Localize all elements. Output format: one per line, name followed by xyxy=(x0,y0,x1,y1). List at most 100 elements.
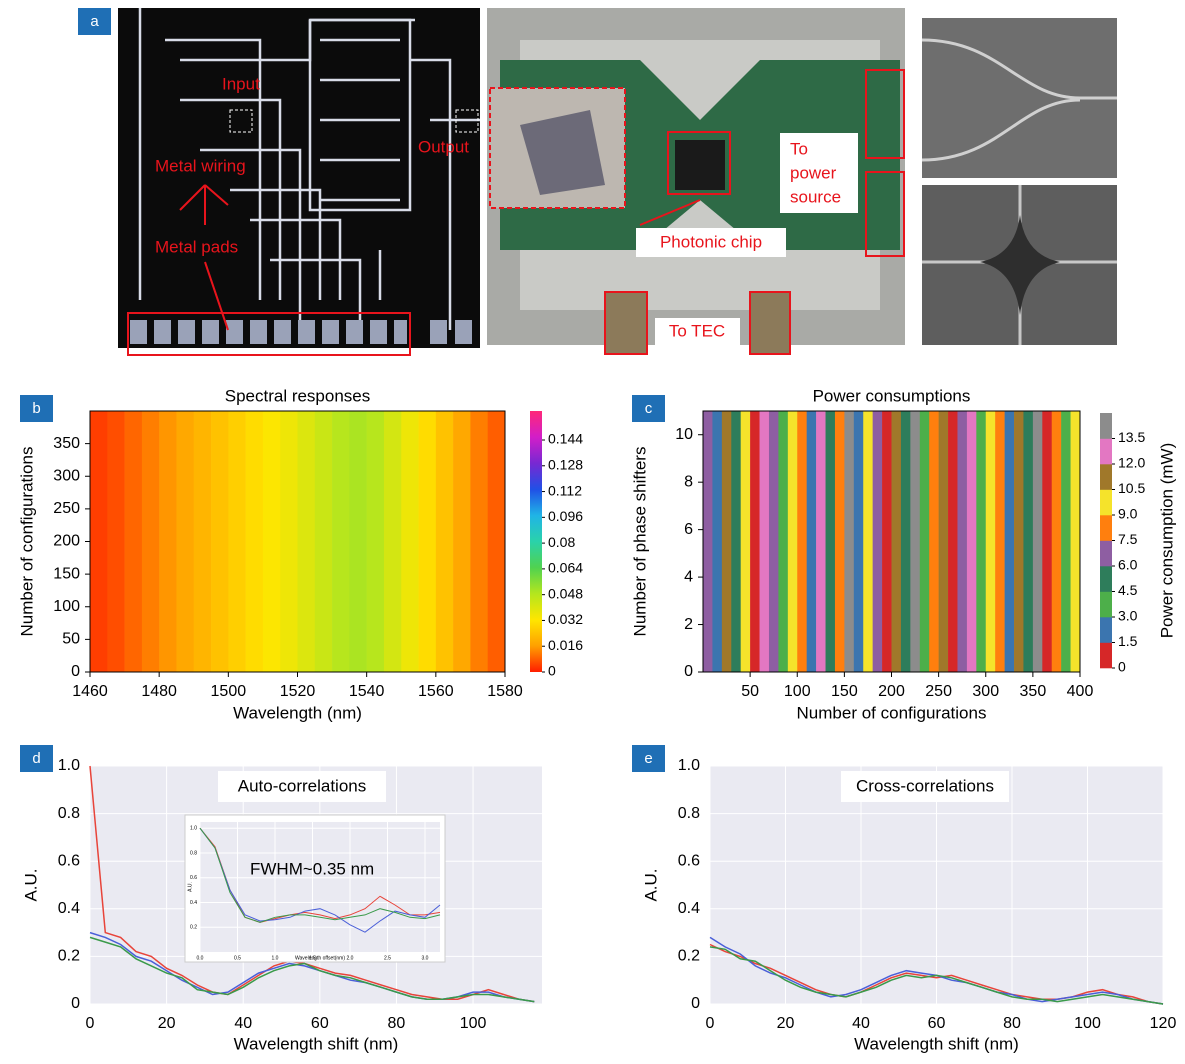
heat-cell xyxy=(1070,411,1081,672)
heat-cell xyxy=(863,411,873,672)
y-tick-label: 0.8 xyxy=(190,850,197,856)
colorbar-tick-label: 13.5 xyxy=(1118,429,1145,445)
series-line xyxy=(89,765,535,1003)
heat-cell xyxy=(211,411,229,672)
y-tick-label: 1.0 xyxy=(190,826,197,832)
panel-label-box xyxy=(78,8,111,35)
heat-cell xyxy=(976,411,987,672)
colorbar-tick-label: 1.5 xyxy=(1118,633,1138,649)
chart-title: Spectral responses xyxy=(225,386,371,405)
y-axis-label: Number of phase shifters xyxy=(630,447,649,637)
series-line xyxy=(199,827,441,933)
panel-label: c xyxy=(645,400,653,417)
x-tick-label: 2.0 xyxy=(347,955,354,961)
colorbar-band xyxy=(1100,642,1112,669)
colorbar-tick-label: 10.5 xyxy=(1118,480,1145,496)
colorbar-band xyxy=(1100,413,1112,439)
heat-cell xyxy=(834,411,845,672)
x-tick-label: 0.0 xyxy=(197,955,204,961)
chip-photo xyxy=(118,8,480,356)
colorbar-tick-label: 3.0 xyxy=(1118,608,1138,624)
y-tick-label: 50 xyxy=(62,631,80,648)
heat-cell xyxy=(470,411,489,672)
x-tick-label: 20 xyxy=(777,1015,795,1032)
y-tick-label: 0.8 xyxy=(58,805,80,822)
panel-label-box xyxy=(20,745,53,772)
x-tick-label: 20 xyxy=(158,1015,176,1032)
y-tick-label: 0.4 xyxy=(58,900,80,917)
heat-cell xyxy=(787,411,798,672)
y-tick-label: 0.6 xyxy=(678,852,700,869)
y-tick-label: 0 xyxy=(71,663,80,680)
colorbar-tick-label: 0.064 xyxy=(548,560,583,576)
x-tick-label: 1480 xyxy=(141,683,177,700)
heat-cell xyxy=(929,411,939,672)
x-tick-label: 200 xyxy=(878,683,905,700)
heat-cell xyxy=(487,411,506,672)
y-axis-label: A.U. xyxy=(21,868,40,901)
heat-cell xyxy=(159,411,177,672)
y-tick-label: 100 xyxy=(53,598,80,615)
heat-cell xyxy=(816,411,826,672)
colorbar-label: Power consumption (mW) xyxy=(1157,443,1176,639)
colorbar-band xyxy=(1100,566,1112,592)
heat-cell xyxy=(948,411,958,672)
colorbar-tick-label: 0 xyxy=(548,663,556,679)
x-tick-label: 60 xyxy=(928,1015,946,1032)
annotation-box xyxy=(218,771,386,802)
colorbar-tick-label: 0.08 xyxy=(548,534,575,550)
colorbar xyxy=(530,411,542,672)
chart-title: Power consumptions xyxy=(813,386,971,405)
heat-cell xyxy=(297,411,316,672)
colorbar-tick-label: 0.128 xyxy=(548,456,583,472)
x-tick-label: 100 xyxy=(460,1015,487,1032)
y-tick-label: 10 xyxy=(675,426,693,443)
heat-cell xyxy=(740,411,751,672)
x-axis-label: Wavelength shift (nm) xyxy=(854,1034,1019,1053)
x-tick-label: 0 xyxy=(86,1015,95,1032)
y-tick-label: 0.6 xyxy=(190,875,197,881)
heat-cell xyxy=(919,411,930,672)
heat-cell xyxy=(401,411,419,672)
heat-cell xyxy=(1061,411,1071,672)
heat-cell xyxy=(938,411,949,672)
y-tick-label: 0.4 xyxy=(190,900,197,906)
heat-cell xyxy=(759,411,770,672)
x-tick-label: 300 xyxy=(972,683,999,700)
x-tick-label: 40 xyxy=(234,1015,252,1032)
inset-x-axis-label: Wavelength offset(nm) xyxy=(295,955,345,961)
colorbar-tick-label: 12.0 xyxy=(1118,455,1145,471)
heat-cell xyxy=(90,411,108,672)
annotation: Metal wiring xyxy=(155,156,246,175)
annotation: Metal pads xyxy=(155,237,238,256)
x-tick-label: 100 xyxy=(784,683,811,700)
heat-cell xyxy=(1042,411,1053,672)
heat-cell xyxy=(778,411,789,672)
heat-cell xyxy=(882,411,892,672)
heat-cell xyxy=(141,411,160,672)
x-axis-label: Wavelength shift (nm) xyxy=(234,1034,399,1053)
colorbar-tick-label: 0.032 xyxy=(548,611,583,627)
y-tick-label: 8 xyxy=(684,473,693,490)
inset-y-axis-label: A.U. xyxy=(187,882,193,892)
heat-cell xyxy=(966,411,977,672)
y-tick-label: 200 xyxy=(53,533,80,550)
heat-cell xyxy=(910,411,921,672)
sem-images xyxy=(921,18,1117,345)
heat-cell xyxy=(844,411,855,672)
y-tick-label: 1.0 xyxy=(58,757,80,774)
heat-cell xyxy=(176,411,195,672)
x-tick-label: 2.5 xyxy=(384,955,391,961)
x-tick-label: 120 xyxy=(1150,1015,1177,1032)
colorbar-tick-label: 4.5 xyxy=(1118,582,1138,598)
x-tick-label: 1520 xyxy=(280,683,316,700)
x-tick-label: 60 xyxy=(311,1015,329,1032)
heat-cell xyxy=(107,411,125,672)
heat-cell xyxy=(435,411,454,672)
y-tick-label: 1.0 xyxy=(678,757,700,774)
x-tick-label: 150 xyxy=(831,683,858,700)
heat-cell xyxy=(418,411,437,672)
y-tick-label: 0.6 xyxy=(58,852,80,869)
heat-cell xyxy=(1023,411,1034,672)
